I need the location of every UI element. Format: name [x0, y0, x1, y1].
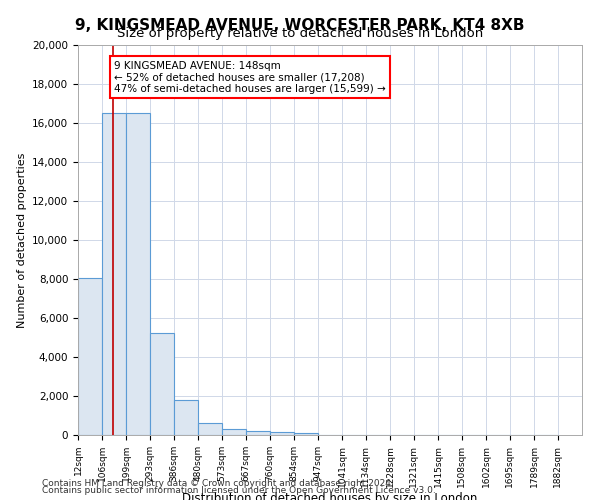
Text: Contains public sector information licensed under the Open Government Licence v3: Contains public sector information licen… [42, 486, 436, 495]
Bar [78, 278, 102, 435]
Text: Contains HM Land Registry data © Crown copyright and database right 2024.: Contains HM Land Registry data © Crown c… [42, 478, 394, 488]
Bar [126, 114, 150, 435]
Bar [198, 423, 222, 435]
Bar [150, 332, 174, 435]
Text: Size of property relative to detached houses in London: Size of property relative to detached ho… [117, 28, 483, 40]
Bar [174, 400, 198, 435]
X-axis label: Distribution of detached houses by size in London: Distribution of detached houses by size … [182, 492, 478, 500]
Bar [294, 432, 318, 435]
Bar [246, 431, 270, 435]
Bar [222, 430, 246, 435]
Y-axis label: Number of detached properties: Number of detached properties [17, 152, 26, 328]
Text: 9, KINGSMEAD AVENUE, WORCESTER PARK, KT4 8XB: 9, KINGSMEAD AVENUE, WORCESTER PARK, KT4… [75, 18, 525, 32]
Text: 9 KINGSMEAD AVENUE: 148sqm
← 52% of detached houses are smaller (17,208)
47% of : 9 KINGSMEAD AVENUE: 148sqm ← 52% of deta… [114, 60, 386, 94]
Bar [102, 114, 126, 435]
Bar [270, 432, 294, 435]
